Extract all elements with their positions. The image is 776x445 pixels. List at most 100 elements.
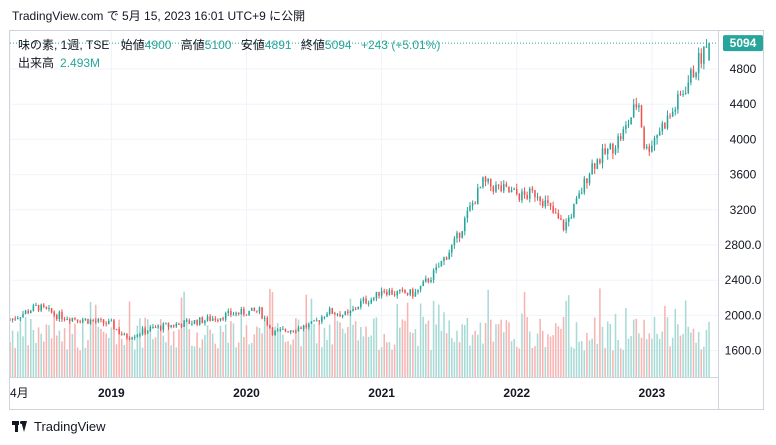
volume-bar [157,329,159,377]
candle-body [651,145,653,152]
candle-body [417,289,419,293]
volume-bar [648,333,651,377]
volume-bar [419,303,422,377]
volume-bar [328,324,331,377]
volume-bar [656,333,658,377]
candle-body [609,143,612,149]
volume-bar [141,347,144,377]
price-chart[interactable]: 1600.0 2000.0 2400.0 2800.0 3200 3600 4000 4400… [10,31,764,410]
volume-bar [341,328,344,377]
volume-bar [443,312,445,377]
candle-body [175,323,178,327]
candle-body [84,318,87,320]
candle-body [349,311,352,314]
candle-body [406,293,409,295]
open-value: 4900 [144,38,172,52]
candle-body [326,313,328,317]
volume-bar [245,325,248,377]
volume-bar [432,300,435,377]
candle-body [71,317,74,322]
volume-bar [165,342,167,377]
candle-body [599,159,601,163]
volume-bar [162,335,165,377]
chart-panel[interactable]: 1600.0 2000.0 2400.0 2800.0 3200 3600 4000 4400… [9,30,764,410]
volume-bar [690,332,692,377]
candle-body [284,328,287,332]
candle-body [601,148,604,163]
candle-body [206,316,209,321]
candle-body [237,312,240,315]
volume-bar [50,338,53,377]
volume-bar [591,338,593,377]
candle-body [310,321,313,324]
volume-bar [570,346,573,377]
volume-bar [671,337,674,377]
candle-body [515,188,518,195]
candle-body [136,334,139,337]
volume-bar [154,337,157,377]
candle-body [289,330,292,333]
candle-body [547,200,549,203]
candle-body [552,206,554,213]
volume-bar [705,329,708,377]
candle-body [575,198,578,205]
candle-body [81,319,84,323]
volume-bar [635,318,638,377]
volume-bar [612,350,614,377]
volume-bar [703,346,705,377]
volume-bar [687,326,690,377]
candle-body [549,202,552,207]
candle-body [300,327,302,329]
volume-bar [619,348,622,377]
candle-body [684,92,687,94]
last-price-tag[interactable] [723,35,763,52]
candle-body [401,289,404,291]
volume-bar [204,334,206,377]
volume-bar [370,335,373,377]
volume-bar [515,346,518,377]
volume-bar [279,330,282,377]
volume-bar [14,347,16,377]
volume-bar [489,319,492,377]
candle-body [627,124,630,126]
candle-body [539,196,541,202]
candle-body [425,278,427,282]
price-tick-label: 2000.0 [725,308,762,322]
candle-body [622,129,625,140]
volume-bar [219,325,222,377]
volume-bar [523,292,526,377]
volume-bar [554,323,557,377]
volume-bar [596,343,599,377]
candle-body [35,304,37,306]
volume-bar [451,338,453,377]
candle-body [323,316,326,318]
volume-bar [479,322,482,377]
volume-bar [302,326,305,377]
volume-bar [375,317,378,377]
volume-bar [89,301,92,377]
volume-bar [560,328,562,377]
volume-bar [692,328,695,377]
volume-bar [669,346,671,377]
candle-body [435,267,437,271]
candle-body [178,323,180,325]
candle-body [188,320,191,324]
volume-bar [630,335,632,377]
volume-bar [110,327,113,377]
volume-bar [167,322,170,377]
candle-body [687,82,690,93]
candle-body [297,327,300,332]
candle-body [500,185,502,191]
volume-bar [632,319,635,377]
symbol-legend: 味の素, 1週, TSE 始値4900 高値5100 安値4891 終値5094… [18,36,446,53]
volume-bar [575,322,578,377]
volume-bar [79,350,81,377]
volume-bar [297,319,300,377]
volume-bar [170,345,172,377]
candle-body [466,210,469,219]
footer-brand[interactable]: TradingView [12,419,106,434]
volume-bar [360,327,362,377]
volume-bar [118,319,120,377]
volume-bar [55,335,58,377]
candle-body [17,318,19,320]
